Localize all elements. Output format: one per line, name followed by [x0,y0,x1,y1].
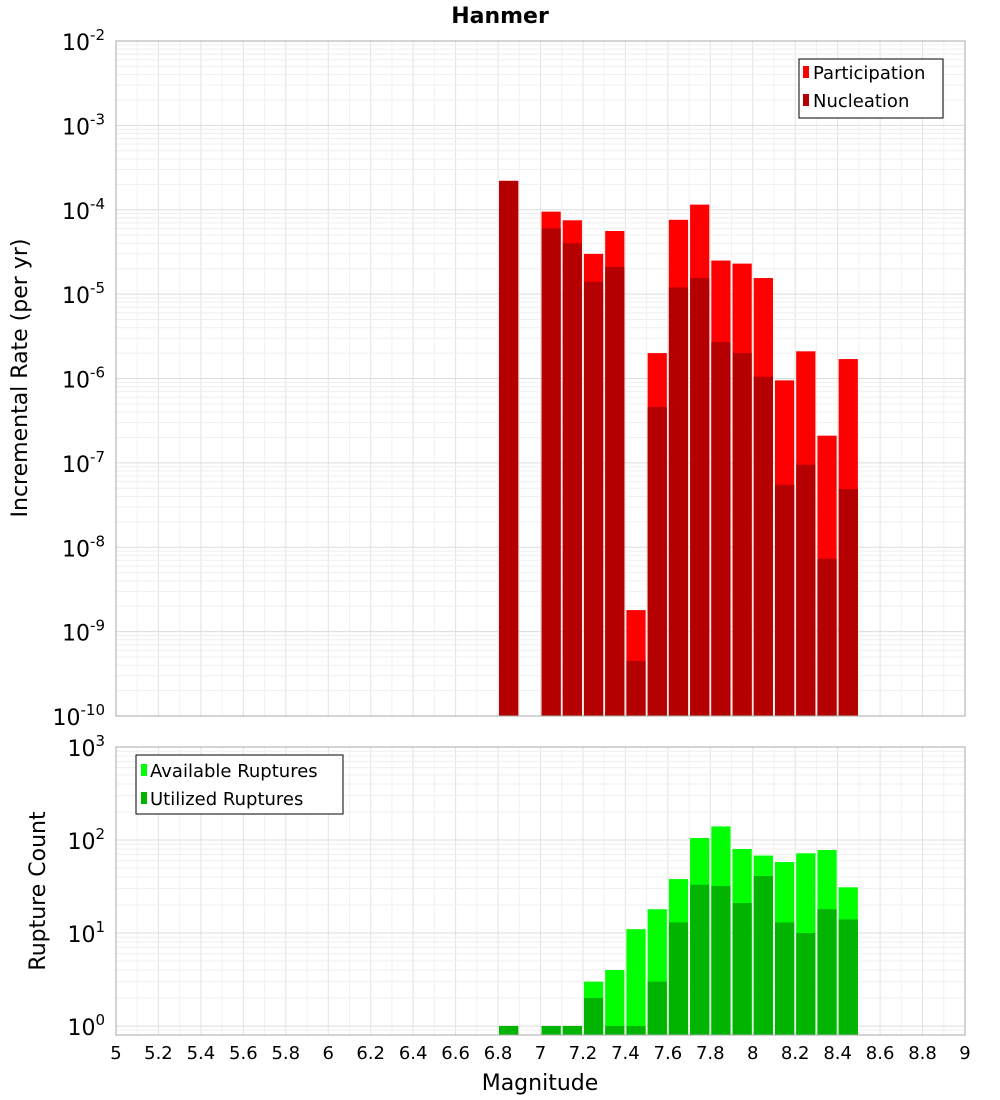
y-tick-label: 10-9 [62,617,105,647]
bottom-bar-utilized-ruptures [817,909,837,1035]
x-tick-label: 5.8 [271,1043,300,1064]
legend-swatch-utilized-ruptures [141,792,147,804]
top-grid [115,40,966,717]
x-tick-label: 8.8 [908,1043,937,1064]
top-bar-nucleation [499,180,519,716]
bottom-bar-utilized-ruptures [583,997,604,1035]
top-bar-nucleation [605,266,625,716]
top-bar-nucleation [774,484,795,716]
x-tick-label: 8.6 [866,1043,895,1064]
x-tick-label: 6.6 [441,1043,470,1064]
x-tick-labels: 5 5.2 5.4 5.6 5.8 6 6.2 6.4 6.6 6.8 7 7.2 7.4 7.6 7.8 8… [110,1043,970,1064]
top-bar-nucleation [583,281,604,716]
top-legend-box [798,58,944,119]
bottom-bar-utilized-ruptures [499,1025,519,1035]
legend-label-participation: Participation [813,63,925,84]
x-tick-label: 8 [747,1043,758,1064]
x-tick-label: 6.4 [399,1043,428,1064]
legend-swatch-available-ruptures [141,764,147,776]
y-tick-label: 101 [67,918,105,948]
x-tick-label: 6.2 [356,1043,385,1064]
x-tick-label: 6 [323,1043,334,1064]
bottom-bar-utilized-ruptures [711,886,731,1035]
bottom-y-axis-label: Rupture Count [26,811,51,971]
x-tick-label: 5.2 [144,1043,173,1064]
bottom-legend-box [135,754,344,815]
bottom-bar-utilized-ruptures [753,876,773,1035]
top-y-tick-labels: 10-10 10-9 10-8 10-7 10-6 10-5 10-4 10-3 10-2 [53,26,106,731]
bottom-y-tick-labels: 100 101 102 103 [67,732,105,1041]
x-tick-label: 7.4 [611,1043,640,1064]
bottom-plot-panel: 100 101 102 103 5 5.2 5.4 5.6 5.8 6 6.2 6.4 6.6 6.8 7… [26,732,971,1096]
bottom-bar-utilized-ruptures [562,1025,582,1035]
top-y-axis-label: Incremental Rate (per yr) [8,239,33,518]
bottom-bar-available-ruptures [626,929,646,1035]
y-tick-label: 10-10 [53,701,106,731]
bottom-bar-utilized-ruptures [605,1025,625,1035]
top-bar-nucleation [711,342,731,716]
legend-label-available-ruptures: Available Ruptures [150,761,318,782]
x-tick-label: 7.2 [569,1043,598,1064]
bottom-bar-utilized-ruptures [838,919,858,1035]
top-plot-border [115,40,966,717]
bottom-plot-border [115,746,966,1036]
legend-swatch-nucleation [803,94,809,106]
x-tick-label: 7 [535,1043,546,1064]
bottom-bar-utilized-ruptures [690,884,710,1035]
top-bars [499,180,858,717]
top-bar-nucleation [796,464,816,716]
y-tick-label: 10-5 [62,279,105,309]
x-axis-label: Magnitude [482,1071,599,1096]
x-tick-label: 7.6 [654,1043,683,1064]
y-tick-label: 10-8 [62,532,105,562]
top-bar-nucleation [690,278,710,716]
y-tick-label: 103 [67,732,105,762]
y-tick-label: 10-3 [62,110,105,140]
bottom-bar-utilized-ruptures [774,922,795,1035]
x-tick-label: 7.8 [696,1043,725,1064]
bottom-bar-utilized-ruptures [796,932,816,1035]
bottom-legend: Available Ruptures Utilized Ruptures [135,754,344,815]
chart-title: Hanmer [451,4,549,29]
legend-label-nucleation: Nucleation [813,91,909,112]
x-tick-label: 9 [959,1043,970,1064]
bottom-bars [499,826,858,1035]
y-tick-label: 10-6 [62,364,105,394]
y-tick-label: 10-7 [62,448,105,478]
y-tick-label: 10-4 [62,195,105,225]
top-bar-nucleation [838,489,858,716]
x-tick-label: 8.2 [781,1043,810,1064]
top-bar-nucleation [753,376,773,716]
top-bar-nucleation [562,243,582,717]
x-tick-label: 5.6 [229,1043,258,1064]
bottom-bar-utilized-ruptures [626,1025,646,1035]
top-bar-nucleation [647,406,667,716]
top-bar-nucleation [732,353,752,716]
bottom-bar-available-ruptures [605,969,625,1035]
x-tick-label: 5.4 [187,1043,216,1064]
top-bar-nucleation [668,287,689,716]
legend-label-utilized-ruptures: Utilized Ruptures [150,789,303,810]
top-legend: Participation Nucleation [798,58,944,119]
y-tick-label: 10-2 [62,26,105,56]
top-bar-nucleation [626,660,646,716]
top-bar-nucleation [817,558,837,716]
top-bar-nucleation [541,228,561,716]
bottom-bar-utilized-ruptures [647,981,667,1035]
bottom-bar-utilized-ruptures [541,1025,561,1035]
x-tick-label: 6.8 [484,1043,513,1064]
x-tick-label: 5 [110,1043,121,1064]
y-tick-label: 100 [67,1011,105,1041]
top-plot-panel: 10-10 10-9 10-8 10-7 10-6 10-5 10-4 10-3 10-2 In… [8,26,966,731]
y-tick-label: 102 [67,825,105,855]
x-tick-label: 8.4 [823,1043,852,1064]
bottom-bar-utilized-ruptures [668,922,689,1035]
bottom-bar-utilized-ruptures [732,903,752,1035]
legend-swatch-participation [803,66,809,78]
